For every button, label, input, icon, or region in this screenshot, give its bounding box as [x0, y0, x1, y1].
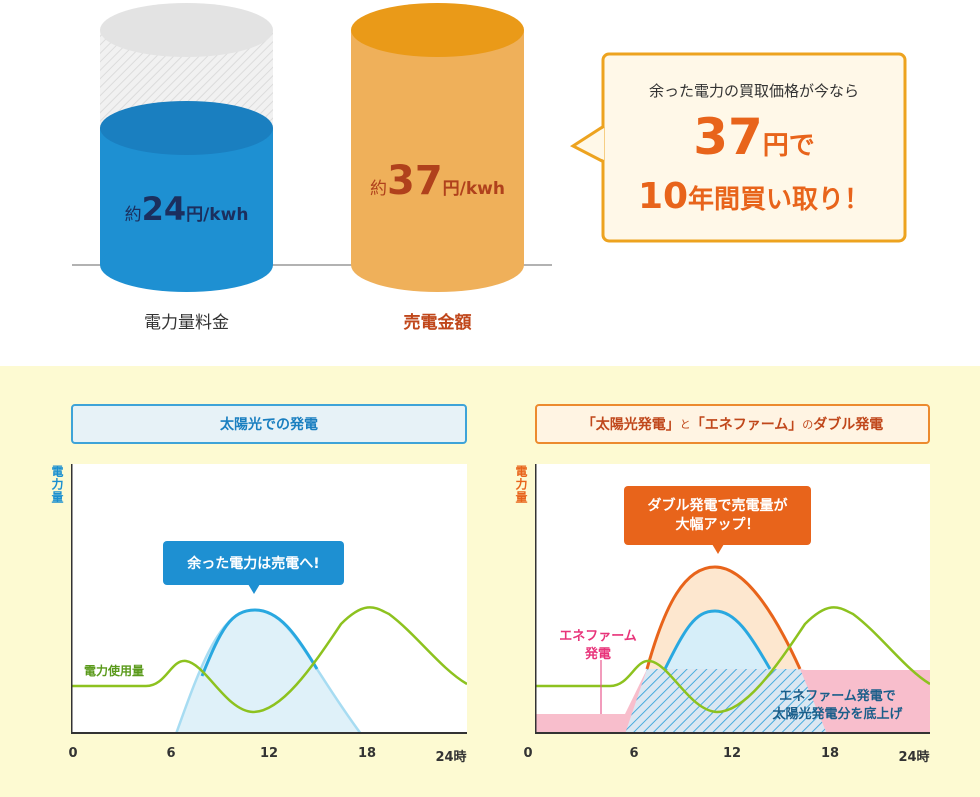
enefarm-note-line1: エネファーム発電で: [779, 689, 896, 704]
enefarm-note-line2: 太陽光発電分を底上げ: [772, 707, 903, 722]
left-value-unit: 円/kwh: [186, 205, 249, 225]
enefarm-label: エネファーム 発電: [548, 628, 648, 664]
callout-line3-text: 年間買い取り！: [688, 185, 871, 215]
callout-big-unit: 円で: [762, 131, 815, 161]
panel-right-title-part2: と: [679, 418, 691, 431]
left-cylinder-label: 電力量料金: [144, 313, 229, 333]
panel-left-bubble-tail: [248, 584, 260, 594]
right-value-number: 37: [387, 158, 443, 204]
top-diagram: [72, 3, 907, 292]
panel-right-title-part5: ダブル発電: [813, 417, 884, 433]
enefarm-note: エネファーム発電で 太陽光発電分を底上げ: [760, 688, 915, 724]
panel-left-usage-label: 電力使用量: [84, 664, 145, 678]
left-value-number: 24: [141, 190, 187, 228]
panel-left-tick-6: 6: [166, 746, 176, 761]
callout-big-number: 37: [693, 108, 763, 166]
left-value-prefix: 約: [124, 205, 142, 225]
panel-right-bubble: ダブル発電で売電量が 大幅アップ！: [624, 486, 811, 545]
panel-right-tick-0: 0: [523, 746, 533, 761]
panel-right-title-part4: の: [802, 418, 814, 431]
panel-left-tick-24: 24時: [435, 750, 467, 765]
callout-box: [570, 52, 907, 243]
callout-line2: 37円で: [606, 108, 902, 166]
left-cylinder: [100, 3, 273, 292]
panel-right-title-part3: 「エネファーム」: [690, 417, 803, 433]
callout-line3-number: 10: [637, 176, 689, 217]
callout-line3: 10年間買い取り！: [606, 176, 902, 217]
right-cylinder-label: 売電金額: [403, 313, 472, 333]
panel-right-title: 「太陽光発電」と「エネファーム」のダブル発電: [535, 404, 930, 444]
panel-left-tick-12: 12: [259, 746, 279, 761]
enefarm-label-line1: エネファーム: [559, 629, 637, 644]
panel-right-ylabel: 電力量: [514, 465, 528, 504]
panel-left-tick-18: 18: [357, 746, 377, 761]
panel-right-tick-6: 6: [629, 746, 639, 761]
right-value-unit: 円/kwh: [442, 179, 505, 199]
left-cylinder-value: 約24円/kwh: [100, 190, 273, 228]
panel-right-bubble-line2: 大幅アップ！: [675, 517, 760, 533]
enefarm-label-line2: 発電: [584, 647, 611, 662]
panel-right-tick-12: 12: [722, 746, 742, 761]
right-cylinder-value: 約37円/kwh: [351, 158, 524, 204]
panel-left-bubble: 余った電力は売電へ!: [163, 541, 344, 585]
right-cylinder: [351, 3, 524, 292]
panel-left-ylabel: 電力量: [50, 465, 64, 504]
panel-right-title-part1: 「太陽光発電」: [581, 417, 680, 433]
panel-left-tick-0: 0: [68, 746, 78, 761]
panel-right-tick-24: 24時: [898, 750, 930, 765]
panel-left-chart: [71, 464, 467, 734]
callout-line1: 余った電力の買取価格が今なら: [648, 82, 859, 100]
panel-right-bubble-line1: ダブル発電で売電量が: [647, 498, 788, 514]
panel-left-title: 太陽光での発電: [71, 404, 467, 444]
panel-right-tick-18: 18: [820, 746, 840, 761]
right-value-prefix: 約: [370, 179, 387, 199]
panel-right-bubble-tail: [712, 544, 724, 554]
